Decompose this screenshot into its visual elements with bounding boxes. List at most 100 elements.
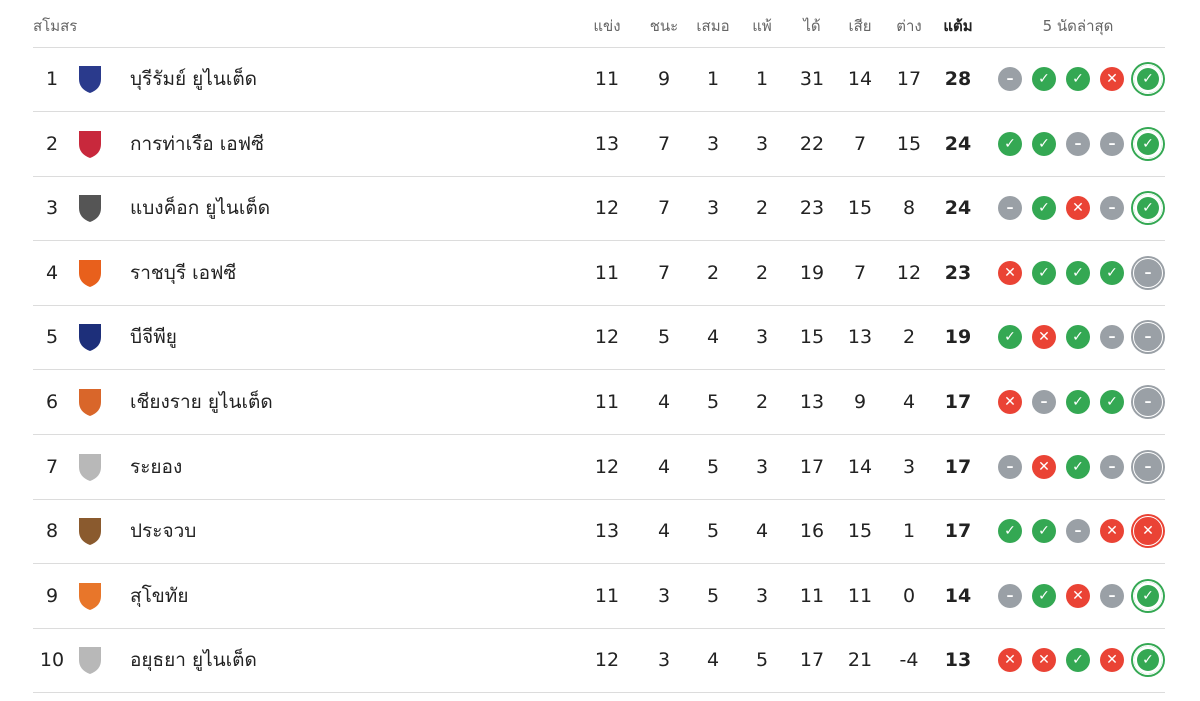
form-draw-icon[interactable]: – bbox=[1133, 387, 1163, 417]
table-row[interactable]: 3 แบงค็อก ยูไนเต็ด 12 7 3 2 23 15 8 24– ✓ ✕ – ✓ bbox=[33, 176, 1165, 242]
form-draw-icon[interactable]: – bbox=[1100, 196, 1124, 221]
form-win-icon[interactable]: ✓ bbox=[998, 519, 1022, 544]
table-row[interactable]: 1 บุรีรัมย์ ยูไนเต็ด 11 9 1 1 31 14 17 28– ✓ ✓ ✕ ✓ bbox=[33, 47, 1165, 112]
won: 3 bbox=[657, 649, 671, 672]
club-name[interactable]: สุโขทัย bbox=[130, 584, 189, 607]
form-draw-icon[interactable]: – bbox=[998, 196, 1022, 221]
table-row[interactable]: 10 อยุธยา ยูไนเต็ด 12 3 4 5 17 21 -4 13 ✕ ✕ ✓ ✕ ✓ bbox=[33, 628, 1165, 694]
goals-for: 11 bbox=[799, 584, 825, 607]
goals-against: 13 bbox=[847, 326, 873, 349]
goal-diff: 8 bbox=[902, 197, 916, 220]
form-draw-icon[interactable]: – bbox=[998, 454, 1022, 479]
table-row[interactable]: 9 สุโขทัย 11 3 5 3 11 11 0 14– ✓ ✕ – ✓ bbox=[33, 564, 1165, 629]
form-win-icon[interactable]: ✓ bbox=[1100, 390, 1124, 414]
form-draw-icon[interactable]: – bbox=[1032, 390, 1056, 414]
table-row[interactable]: 7 ระยอง 12 4 5 3 17 14 3 17– ✕ ✓ – – bbox=[33, 435, 1165, 500]
form-loss-icon[interactable]: ✕ bbox=[1066, 583, 1090, 608]
lost: 5 bbox=[755, 649, 769, 672]
position: 6 bbox=[45, 391, 59, 413]
form-loss-icon[interactable]: ✕ bbox=[998, 390, 1022, 414]
form-win-icon[interactable]: ✓ bbox=[1066, 648, 1090, 673]
table-row[interactable]: 4 ราชบุรี เอฟซี 11 7 2 2 19 7 12 23 ✕ ✓ ✓ ✓ – bbox=[33, 241, 1165, 306]
form-draw-icon[interactable]: – bbox=[1100, 325, 1124, 350]
form-draw-icon[interactable]: – bbox=[1133, 451, 1163, 482]
played: 12 bbox=[594, 197, 620, 220]
won: 5 bbox=[657, 326, 671, 349]
form-draw-icon[interactable]: – bbox=[1100, 583, 1124, 608]
form-win-icon[interactable]: ✓ bbox=[1032, 131, 1056, 156]
table-row[interactable]: 8 ประจวบ 13 4 5 4 16 15 1 17 ✓ ✓ – ✕ ✕ bbox=[33, 499, 1165, 565]
club-name[interactable]: ประจวบ bbox=[130, 520, 197, 543]
goals-against: 15 bbox=[847, 197, 873, 220]
form-draw-icon[interactable]: – bbox=[1133, 322, 1163, 353]
club-name[interactable]: บีจีพียู bbox=[130, 326, 177, 349]
table-row[interactable]: 6 เชียงราย ยูไนเต็ด 11 4 5 2 13 9 4 17 ✕ – ✓ ✓ – bbox=[33, 370, 1165, 435]
form-loss-icon[interactable]: ✕ bbox=[1066, 196, 1090, 221]
form-win-icon[interactable]: ✓ bbox=[1032, 196, 1056, 221]
form-win-icon[interactable]: ✓ bbox=[1066, 454, 1090, 479]
position: 2 bbox=[45, 132, 59, 155]
form-draw-icon[interactable]: – bbox=[1100, 454, 1124, 479]
drawn: 1 bbox=[706, 68, 720, 90]
form-win-icon[interactable]: ✓ bbox=[1066, 67, 1090, 91]
header-club: สโมสร bbox=[33, 17, 78, 35]
position: 7 bbox=[45, 455, 59, 478]
form-win-icon[interactable]: ✓ bbox=[1133, 645, 1163, 676]
club-name[interactable]: เชียงราย ยูไนเต็ด bbox=[130, 391, 273, 413]
form-win-icon[interactable]: ✓ bbox=[1066, 260, 1090, 285]
form-loss-icon[interactable]: ✕ bbox=[1100, 648, 1124, 673]
goals-against: 9 bbox=[853, 391, 867, 413]
form-loss-icon[interactable]: ✕ bbox=[1100, 519, 1124, 544]
club-logo-icon bbox=[79, 518, 101, 546]
form-win-icon[interactable]: ✓ bbox=[1066, 390, 1090, 414]
form-win-icon[interactable]: ✓ bbox=[1032, 260, 1056, 285]
won: 9 bbox=[657, 68, 671, 90]
form-loss-icon[interactable]: ✕ bbox=[1032, 648, 1056, 673]
form-win-icon[interactable]: ✓ bbox=[1032, 583, 1056, 608]
form-win-icon[interactable]: ✓ bbox=[1133, 128, 1163, 159]
won: 7 bbox=[657, 261, 671, 284]
header-played: แข่ง bbox=[593, 17, 621, 35]
form-draw-icon[interactable]: – bbox=[1066, 519, 1090, 544]
club-name[interactable]: ระยอง bbox=[130, 455, 183, 478]
goal-diff: 1 bbox=[902, 520, 916, 543]
header-goals-for: ได้ bbox=[803, 17, 821, 35]
form-win-icon[interactable]: ✓ bbox=[1133, 580, 1163, 611]
form-draw-icon[interactable]: – bbox=[1133, 257, 1163, 288]
form-draw-icon[interactable]: – bbox=[998, 583, 1022, 608]
form-win-icon[interactable]: ✓ bbox=[1066, 325, 1090, 350]
header-goal-diff: ต่าง bbox=[896, 17, 922, 35]
table-row[interactable]: 5 บีจีพียู 12 5 4 3 15 13 2 19 ✓ ✕ ✓ – – bbox=[33, 305, 1165, 371]
form-win-icon[interactable]: ✓ bbox=[1133, 64, 1163, 94]
club-name[interactable]: แบงค็อก ยูไนเต็ด bbox=[130, 197, 271, 220]
club-name[interactable]: อยุธยา ยูไนเต็ด bbox=[130, 649, 257, 672]
position: 9 bbox=[45, 584, 59, 607]
form-loss-icon[interactable]: ✕ bbox=[998, 260, 1022, 285]
form-draw-icon[interactable]: – bbox=[998, 67, 1022, 91]
drawn: 5 bbox=[706, 520, 720, 543]
form-loss-icon[interactable]: ✕ bbox=[1032, 454, 1056, 479]
form-loss-icon[interactable]: ✕ bbox=[1100, 67, 1124, 91]
form-win-icon[interactable]: ✓ bbox=[998, 131, 1022, 156]
club-name[interactable]: การท่าเรือ เอฟซี bbox=[130, 132, 264, 155]
form-draw-icon[interactable]: – bbox=[1100, 131, 1124, 156]
form-loss-icon[interactable]: ✕ bbox=[1032, 325, 1056, 350]
form-loss-icon[interactable]: ✕ bbox=[998, 648, 1022, 673]
form-win-icon[interactable]: ✓ bbox=[1133, 193, 1163, 224]
club-logo-icon bbox=[79, 389, 101, 416]
form-win-icon[interactable]: ✓ bbox=[1032, 519, 1056, 544]
form-win-icon[interactable]: ✓ bbox=[998, 325, 1022, 350]
form-win-icon[interactable]: ✓ bbox=[1100, 260, 1124, 285]
position: 10 bbox=[39, 649, 65, 672]
drawn: 5 bbox=[706, 391, 720, 413]
table-header: สโมสร แข่ง ชนะ เสมอ แพ้ ได้ เสีย ต่าง แต… bbox=[33, 0, 1165, 48]
form-draw-icon[interactable]: – bbox=[1066, 131, 1090, 156]
form-win-icon[interactable]: ✓ bbox=[1032, 67, 1056, 91]
played: 11 bbox=[594, 391, 620, 413]
form-loss-icon[interactable]: ✕ bbox=[1133, 516, 1163, 547]
table-row[interactable]: 2 การท่าเรือ เอฟซี 13 7 3 3 22 7 15 24 ✓ ✓ – – ✓ bbox=[33, 112, 1165, 177]
lost: 3 bbox=[755, 326, 769, 349]
club-name[interactable]: ราชบุรี เอฟซี bbox=[130, 261, 237, 284]
points: 17 bbox=[944, 520, 972, 543]
club-name[interactable]: บุรีรัมย์ ยูไนเต็ด bbox=[130, 68, 258, 90]
